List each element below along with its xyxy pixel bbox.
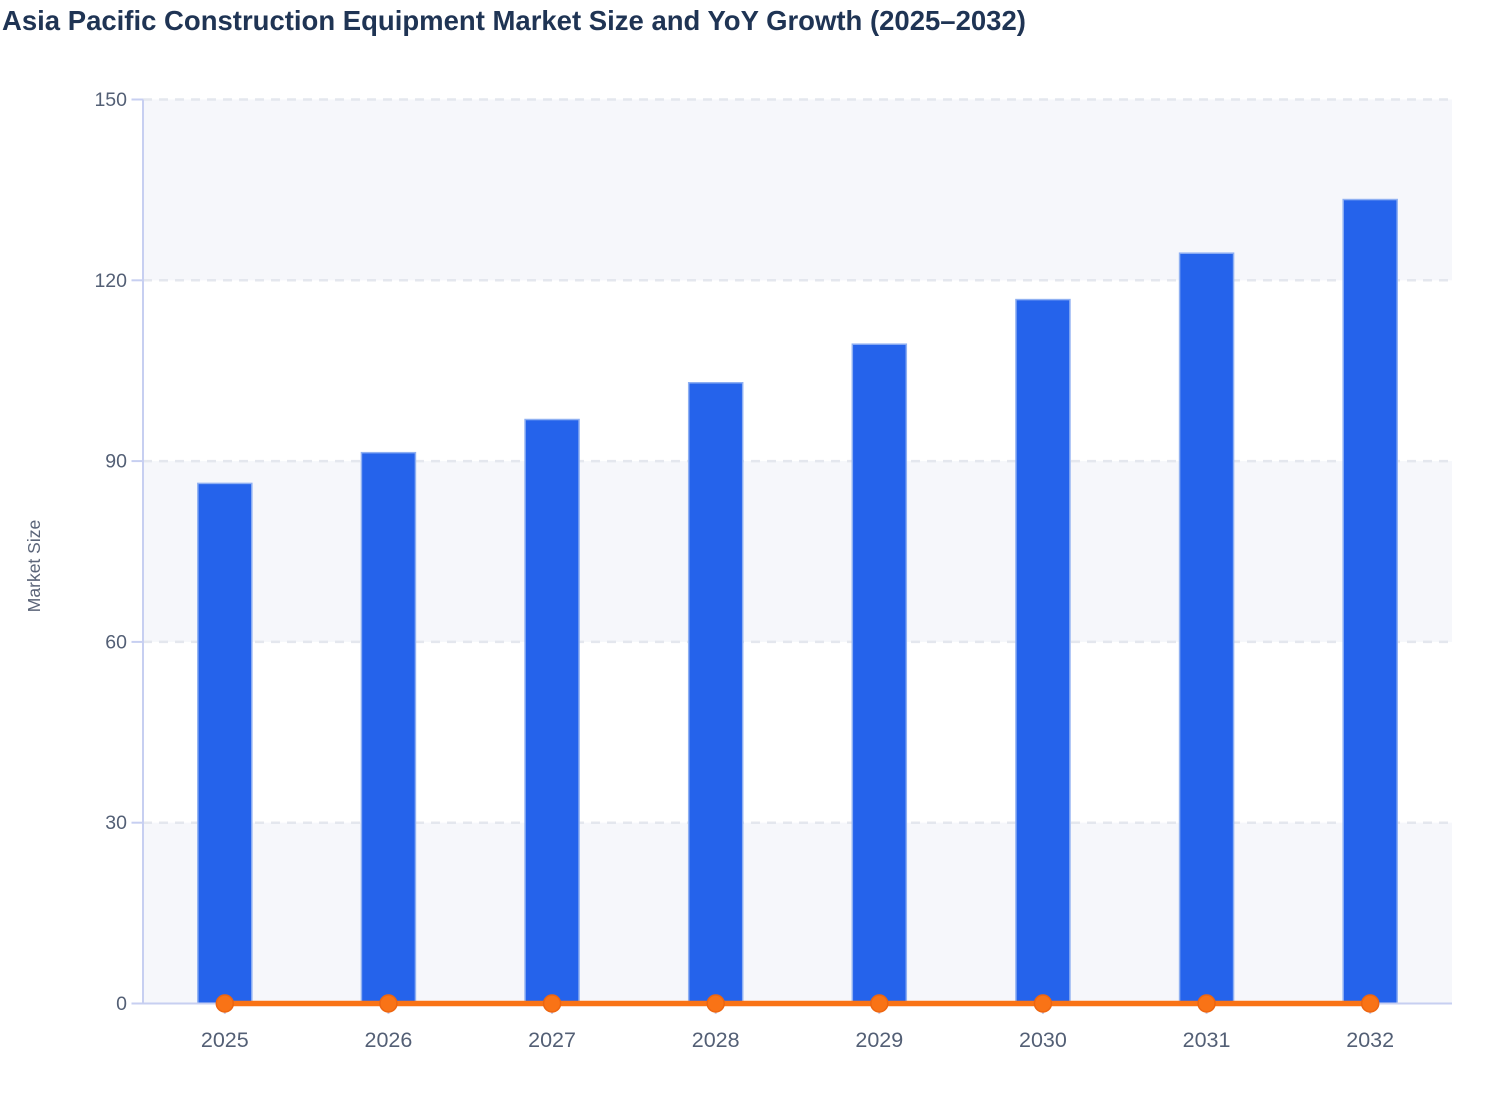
- y-tick-label-0: 0: [116, 993, 127, 1015]
- y-tick-label-90: 90: [105, 451, 127, 473]
- yoy-marker-2026[interactable]: [379, 994, 398, 1013]
- plot-band-60-90: [143, 461, 1452, 642]
- yoy-marker-2032[interactable]: [1360, 994, 1380, 1013]
- plot-bands: [143, 99, 1452, 1004]
- yoy-growth-line-series: [215, 994, 1380, 1013]
- y-axis-tick-labels: 0 30 60 90 120 150: [94, 89, 127, 1015]
- x-tick-label-2029: 2029: [855, 1028, 903, 1052]
- y-tick-label-30: 30: [105, 812, 127, 834]
- yoy-marker-2031[interactable]: [1197, 994, 1216, 1013]
- bar-2027[interactable]: [524, 418, 580, 1005]
- x-tick-label-2028: 2028: [692, 1028, 740, 1052]
- y-tick-label-120: 120: [94, 270, 127, 292]
- x-tick-label-2025: 2025: [201, 1028, 249, 1052]
- bar-2030[interactable]: [1015, 298, 1071, 1005]
- yoy-marker-2027[interactable]: [542, 994, 562, 1013]
- yoy-marker-2028[interactable]: [706, 994, 725, 1013]
- x-tick-label-2032: 2032: [1346, 1028, 1394, 1052]
- x-tick-label-2027: 2027: [528, 1028, 576, 1052]
- y-axis-ticks: [131, 98, 143, 1005]
- y-axis-title: Market Size: [24, 520, 44, 612]
- bar-2031[interactable]: [1178, 252, 1235, 1005]
- bar-2029[interactable]: [851, 343, 908, 1005]
- x-tick-label-2026: 2026: [365, 1028, 413, 1052]
- bars-series-market-size: [197, 198, 1398, 1005]
- yoy-marker-2029[interactable]: [870, 994, 889, 1013]
- bar-2032[interactable]: [1342, 198, 1398, 1005]
- bar-2026[interactable]: [360, 451, 417, 1005]
- x-axis-tick-labels: 2025 2026 2027 2028 2029 2030 2031 2032: [201, 1028, 1394, 1052]
- y-tick-label-150: 150: [94, 89, 127, 111]
- bar-2028[interactable]: [687, 382, 744, 1005]
- x-tick-label-2031: 2031: [1183, 1028, 1231, 1052]
- plot-band-120-150: [143, 99, 1452, 281]
- plot-band-0-30: [143, 822, 1452, 1004]
- bar-2025[interactable]: [197, 482, 253, 1005]
- yoy-marker-2030[interactable]: [1033, 994, 1053, 1013]
- chart-title: Asia Pacific Construction Equipment Mark…: [2, 5, 1026, 36]
- y-tick-label-60: 60: [105, 631, 127, 653]
- x-tick-label-2030: 2030: [1019, 1028, 1067, 1052]
- yoy-marker-2025[interactable]: [215, 994, 235, 1013]
